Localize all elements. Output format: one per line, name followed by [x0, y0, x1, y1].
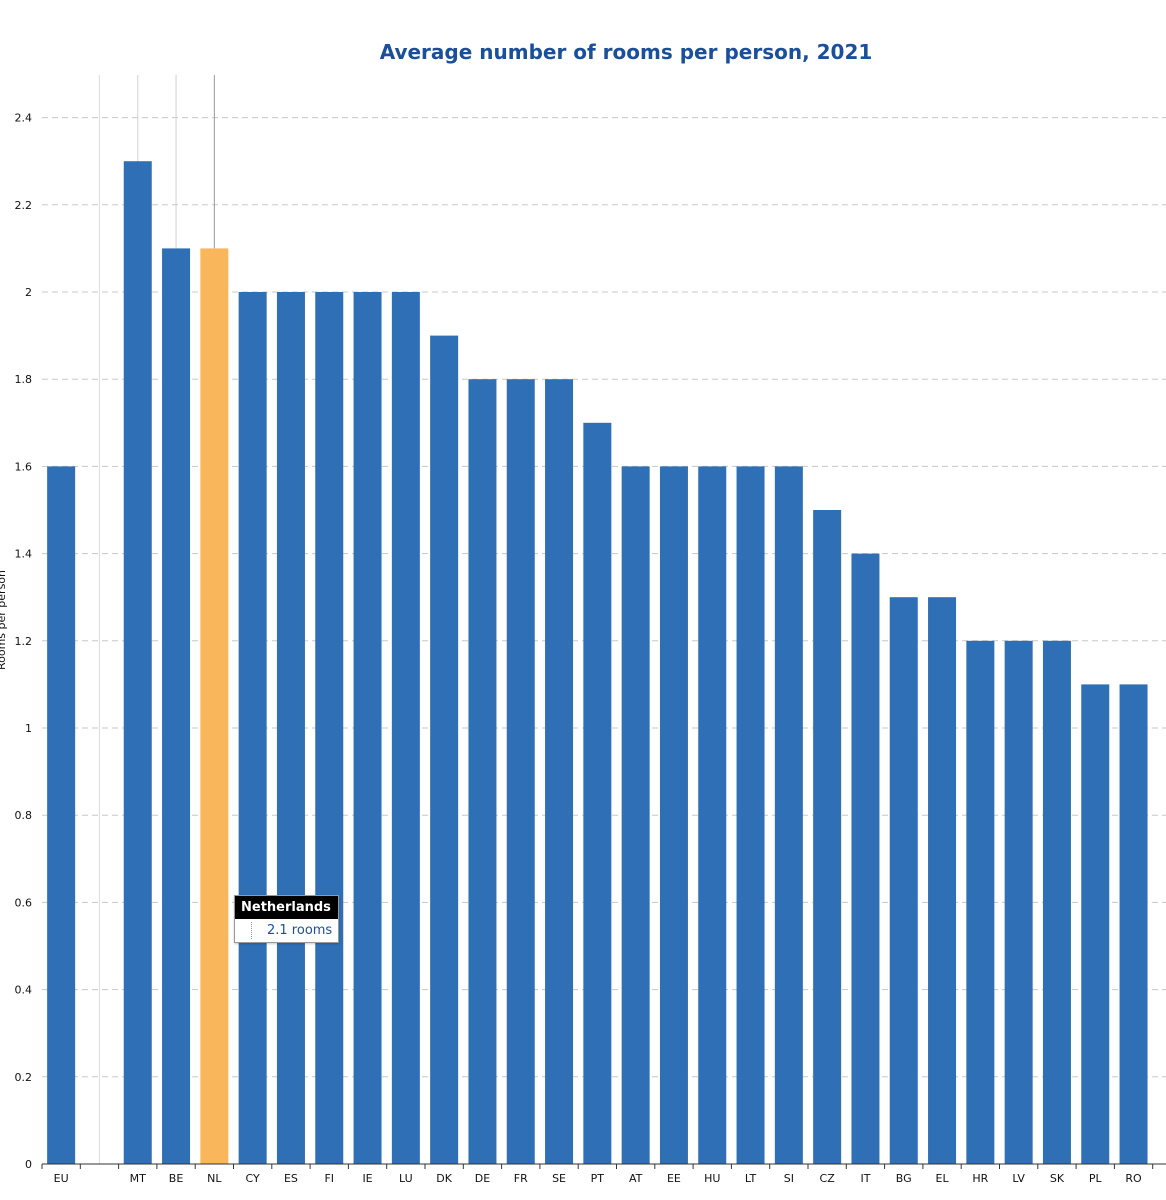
- x-tick-label: MT: [130, 1172, 146, 1185]
- x-tick-label: IT: [860, 1172, 870, 1185]
- y-tick-label: 2.2: [15, 199, 33, 212]
- chart-title: Average number of rooms per person, 2021: [379, 40, 873, 64]
- y-tick-label: 0.2: [15, 1071, 33, 1084]
- bar-el[interactable]: [928, 597, 957, 1164]
- bar-mt[interactable]: [123, 161, 152, 1164]
- x-tick-label: SK: [1050, 1172, 1065, 1185]
- x-tick-label: LT: [745, 1172, 757, 1185]
- x-tick-label: LU: [399, 1172, 413, 1185]
- x-tick-label: RO: [1125, 1172, 1142, 1185]
- x-tick-label: CZ: [820, 1172, 836, 1185]
- bar-be[interactable]: [162, 248, 191, 1164]
- x-tick-label: SI: [784, 1172, 794, 1185]
- y-axis-ticks: 0 0.2 0.4 0.6 0.8 1 1.2 1.4 1.6 1.8 2 2.2 2.4: [15, 112, 33, 1171]
- bar-se[interactable]: [545, 379, 574, 1164]
- y-tick-label: 0: [25, 1158, 32, 1171]
- tooltip-country: Netherlands: [235, 896, 339, 919]
- bar-hr[interactable]: [966, 640, 995, 1164]
- x-tick-label: LV: [1012, 1172, 1025, 1185]
- bar-pl[interactable]: [1081, 684, 1110, 1164]
- separator-lines: [98, 75, 215, 1164]
- y-tick-label: 1: [25, 722, 32, 735]
- y-tick-label: 1.8: [15, 373, 33, 386]
- bar-hu[interactable]: [698, 466, 727, 1164]
- y-tick-label: 1.6: [15, 460, 33, 473]
- bar-fr[interactable]: [506, 379, 535, 1164]
- bar-sk[interactable]: [1042, 640, 1071, 1164]
- bar-nl[interactable]: [200, 248, 229, 1164]
- bar-bg[interactable]: [889, 597, 918, 1164]
- bar-cy[interactable]: [238, 292, 267, 1164]
- x-tick-label: ES: [284, 1172, 298, 1185]
- bar-lt[interactable]: [736, 466, 765, 1164]
- bar-lv[interactable]: [1004, 640, 1033, 1164]
- x-tick-label: CY: [246, 1172, 260, 1185]
- bar-it[interactable]: [851, 553, 880, 1164]
- x-tick-label: AT: [629, 1172, 643, 1185]
- x-tick-label: HR: [972, 1172, 988, 1185]
- y-axis-title: Rooms per person: [0, 570, 8, 670]
- x-axis: [41, 1163, 1166, 1169]
- bar-at[interactable]: [621, 466, 650, 1164]
- x-tick-label: PT: [591, 1172, 605, 1185]
- y-tick-label: 2: [25, 286, 32, 299]
- bar-si[interactable]: [774, 466, 803, 1164]
- bar-lu[interactable]: [391, 292, 420, 1164]
- y-tick-label: 0.8: [15, 809, 33, 822]
- bar-ee[interactable]: [659, 466, 688, 1164]
- x-tick-label: BE: [169, 1172, 184, 1185]
- x-tick-label: DE: [475, 1172, 490, 1185]
- bar-ie[interactable]: [353, 292, 382, 1164]
- tooltip: Netherlands 2.1 rooms: [234, 895, 340, 943]
- y-tick-label: 1.2: [15, 635, 33, 648]
- x-tick-label: NL: [207, 1172, 222, 1185]
- x-tick-label: BG: [896, 1172, 912, 1185]
- bars: [47, 161, 1148, 1165]
- y-tick-label: 1.4: [15, 548, 33, 561]
- tooltip-value: 2.1 rooms: [235, 919, 338, 942]
- bar-ro[interactable]: [1119, 684, 1148, 1164]
- bar-de[interactable]: [468, 379, 497, 1164]
- bar-eu[interactable]: [47, 466, 76, 1164]
- x-tick-label: SE: [552, 1172, 566, 1185]
- y-tick-label: 0.6: [15, 896, 33, 909]
- x-tick-label: EL: [936, 1172, 950, 1185]
- x-tick-label: DK: [436, 1172, 452, 1185]
- bar-cz[interactable]: [813, 510, 842, 1164]
- y-tick-label: 2.4: [15, 112, 33, 125]
- y-tick-label: 0.4: [15, 984, 33, 997]
- x-tick-label: IE: [362, 1172, 372, 1185]
- x-axis-labels: EU MT BE NL CY ES FI IE LU DK DE FR SE PT AT EE HU LT SI CZ…: [54, 1172, 1142, 1185]
- x-tick-label: FR: [514, 1172, 528, 1185]
- bar-dk[interactable]: [430, 335, 459, 1165]
- x-tick-label: PL: [1089, 1172, 1103, 1185]
- x-tick-label: EU: [54, 1172, 69, 1185]
- x-tick-label: EE: [667, 1172, 681, 1185]
- bar-pt[interactable]: [583, 422, 612, 1164]
- x-tick-label: FI: [324, 1172, 334, 1185]
- x-tick-label: HU: [704, 1172, 720, 1185]
- bar-fi[interactable]: [315, 292, 344, 1164]
- bar-es[interactable]: [276, 292, 305, 1164]
